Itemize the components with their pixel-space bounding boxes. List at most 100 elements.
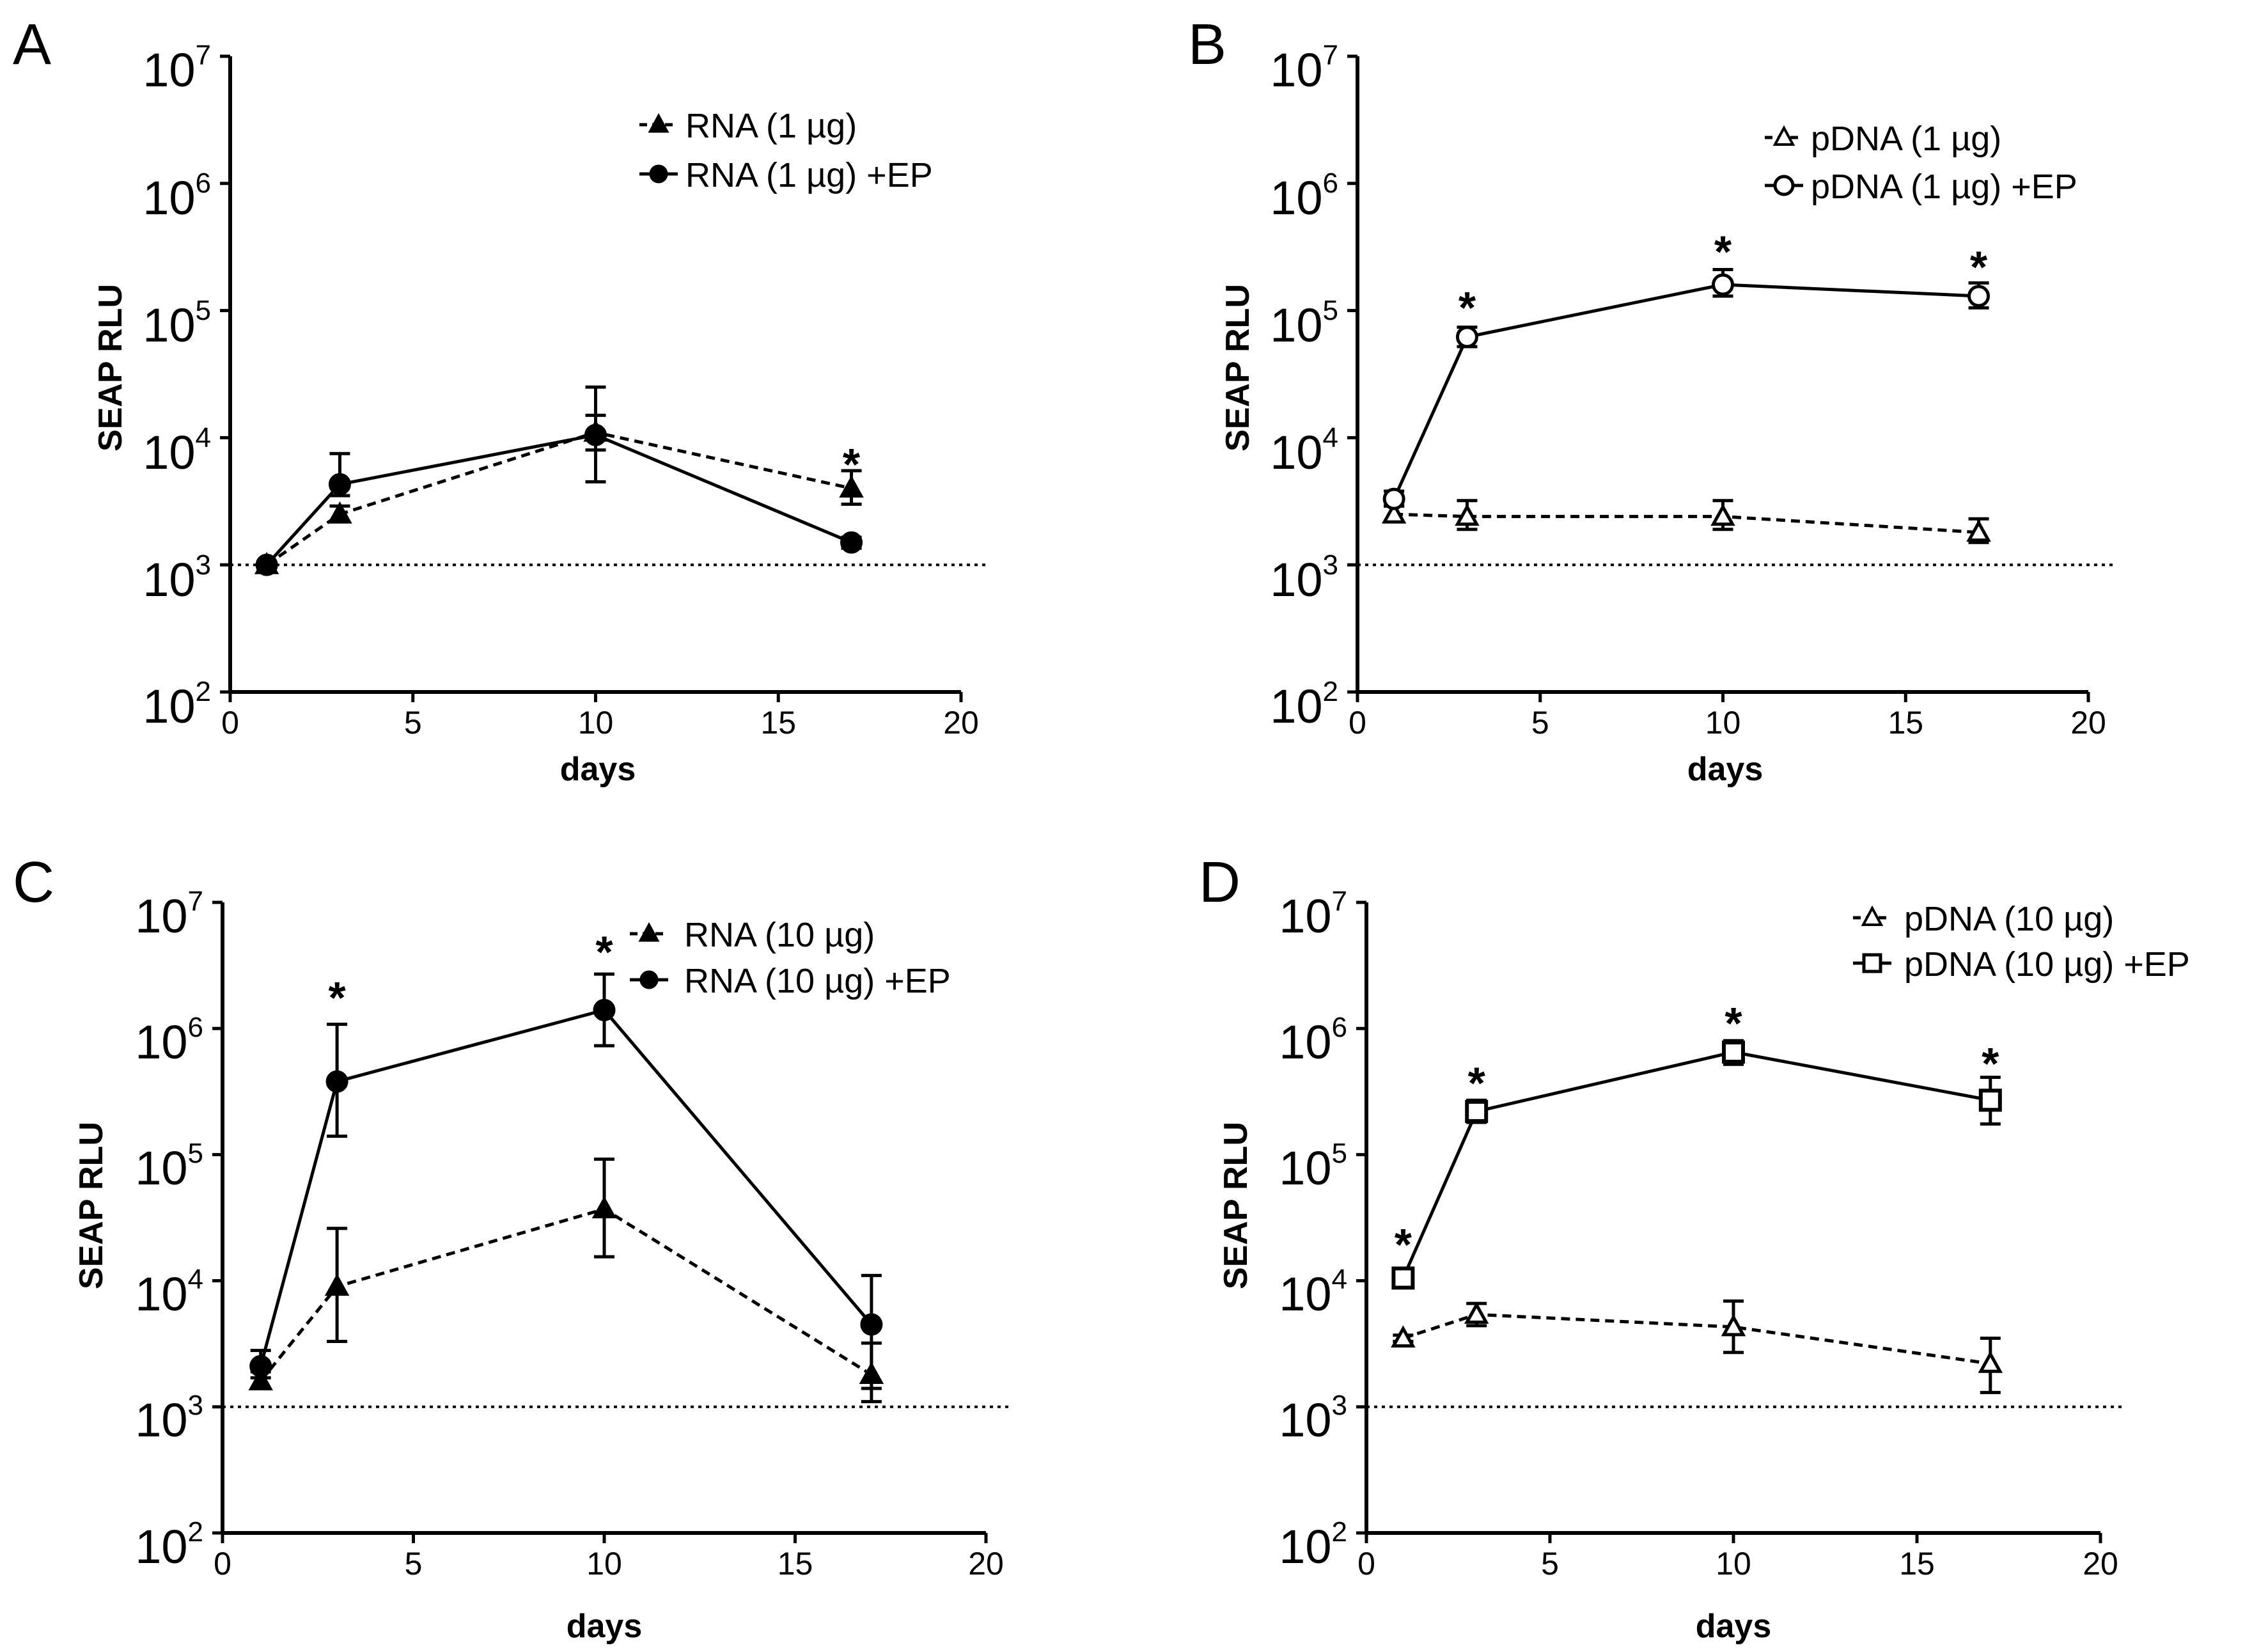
y-tick-label: 103 [1279, 1390, 1347, 1447]
data-point-square [1465, 1099, 1489, 1123]
x-tick-label: 20 [2083, 1546, 2118, 1582]
plot-layer: 0 5 10 15 20 * * [212, 900, 1012, 1582]
y-tick-label: 107 [1279, 886, 1347, 943]
panel-letter: D [1199, 851, 1240, 915]
legend-marker-filled-circle [639, 970, 659, 989]
x-tick-label: 10 [1705, 705, 1741, 741]
data-point-triangle [1455, 503, 1480, 526]
legend-label: RNA (10 µg) +EP [684, 962, 951, 1000]
data-point-circle [328, 473, 351, 496]
significance-star: * [1714, 227, 1732, 277]
y-tick-label: 102 [135, 1516, 203, 1573]
data-point-triangle [1966, 519, 1991, 542]
data-point-circle [249, 1355, 272, 1378]
significance-star: * [1468, 1058, 1486, 1108]
significance-star: * [1982, 1039, 1999, 1088]
y-tick-label: 105 [135, 1138, 203, 1195]
data-point-triangle [327, 501, 352, 524]
legend-label: RNA (1 µg) +EP [685, 156, 933, 194]
series-line-solid [259, 1008, 873, 1367]
plot-layer: 0 5 10 15 20 * * * * [1356, 900, 2126, 1582]
panel-letter: C [13, 851, 54, 915]
significance-star: * [1459, 283, 1476, 333]
y-tick-label: 106 [1279, 1012, 1347, 1069]
y-tick-label: 104 [135, 1264, 203, 1321]
y-tick-label: 104 [1279, 1264, 1347, 1321]
x-tick-label: 10 [1716, 1546, 1751, 1582]
significance-star: * [1724, 998, 1742, 1048]
x-tick-label: 20 [943, 705, 979, 741]
y-tick-label: 106 [1270, 168, 1338, 224]
y-tick-label: 102 [1279, 1516, 1347, 1573]
legend-label: pDNA (1 µg) [1811, 120, 2001, 158]
data-point-square [1978, 1088, 2002, 1112]
y-tick-label: 104 [1270, 422, 1338, 479]
x-tick-label: 5 [1531, 705, 1549, 741]
y-axis-label: SEAP RLU [73, 1122, 110, 1289]
y-ticks: 107 106 105 104 103 102 [1270, 40, 1338, 733]
data-point-circle [1382, 487, 1405, 510]
legend-marker-open-circle [1773, 175, 1795, 196]
data-point-triangle [1391, 1325, 1416, 1348]
data-point-circle [1455, 326, 1478, 349]
x-tick-label: 15 [760, 705, 796, 741]
x-tick-label: 15 [778, 1546, 813, 1582]
series-line-solid [265, 433, 852, 566]
data-point-square [1391, 1266, 1415, 1290]
x-tick-label: 0 [1349, 705, 1366, 741]
y-tick-label: 107 [1270, 40, 1338, 97]
legend-label: pDNA (10 µg) +EP [1904, 945, 2190, 984]
series-line-dashed [265, 430, 852, 567]
series-line-dashed [1394, 512, 1979, 534]
y-tick-label: 107 [143, 40, 211, 97]
y-tick-label: 105 [1279, 1138, 1347, 1195]
y-tick-label: 103 [135, 1390, 203, 1447]
y-tick-label: 102 [1270, 676, 1338, 733]
x-tick-label: 10 [578, 705, 614, 741]
y-axis-label: SEAP RLU [1219, 284, 1256, 452]
data-point-triangle [324, 1273, 350, 1296]
y-tick-label: 106 [135, 1012, 203, 1069]
data-point-circle [860, 1313, 883, 1336]
x-axis-label: days [567, 1608, 643, 1645]
x-axis-label: days [1696, 1608, 1772, 1645]
y-tick-label: 107 [135, 886, 203, 943]
data-point-triangle [1381, 501, 1407, 524]
legend: pDNA (1 µg) pDNA (1 µg) +EP [1765, 120, 2077, 206]
y-tick-label: 102 [143, 676, 211, 733]
panel-letter: A [13, 13, 51, 77]
x-tick-label: 20 [968, 1546, 1004, 1582]
y-ticks: 107 106 105 104 103 102 [135, 886, 203, 1573]
legend-marker-open-triangle [1861, 905, 1884, 926]
y-tick-label: 104 [143, 422, 211, 479]
data-point-circle [593, 998, 616, 1021]
data-point-circle [840, 531, 863, 554]
data-point-triangle [1710, 503, 1735, 526]
panel-c: C 0 5 10 15 20 * * 107 106 105 104 103 102 SEA… [13, 851, 1012, 1645]
y-tick-label: 105 [143, 295, 211, 352]
significance-star: * [595, 927, 613, 977]
legend: RNA (1 µg) RNA (1 µg) +EP [639, 107, 933, 194]
panel-b: B 0 5 10 15 20 * * * 107 106 105 104 103 102 SE… [1188, 13, 2114, 788]
significance-star: * [1970, 242, 1988, 292]
legend: pDNA (10 µg) pDNA (10 µg) +EP [1853, 900, 2190, 984]
legend-label: pDNA (1 µg) +EP [1811, 168, 2077, 206]
x-tick-label: 10 [586, 1546, 622, 1582]
data-point-circle [255, 553, 278, 576]
plot-layer: 0 5 10 15 20 * [220, 54, 987, 741]
legend-marker-open-square [1862, 953, 1882, 973]
y-tick-label: 105 [1270, 295, 1338, 352]
series-line-dashed [259, 1207, 873, 1383]
y-tick-label: 103 [143, 549, 211, 606]
data-point-triangle [1721, 1314, 1746, 1337]
y-ticks: 107 106 105 104 103 102 [143, 40, 211, 733]
legend-marker-filled-triangle [638, 922, 660, 942]
series-line-solid [1402, 1050, 1991, 1279]
significance-star: * [1395, 1220, 1412, 1269]
data-point-triangle [248, 1368, 273, 1391]
legend-marker-filled-triangle [648, 113, 669, 133]
x-axis-label: days [560, 751, 636, 788]
x-tick-label: 5 [404, 705, 422, 741]
x-tick-label: 20 [2070, 705, 2106, 741]
